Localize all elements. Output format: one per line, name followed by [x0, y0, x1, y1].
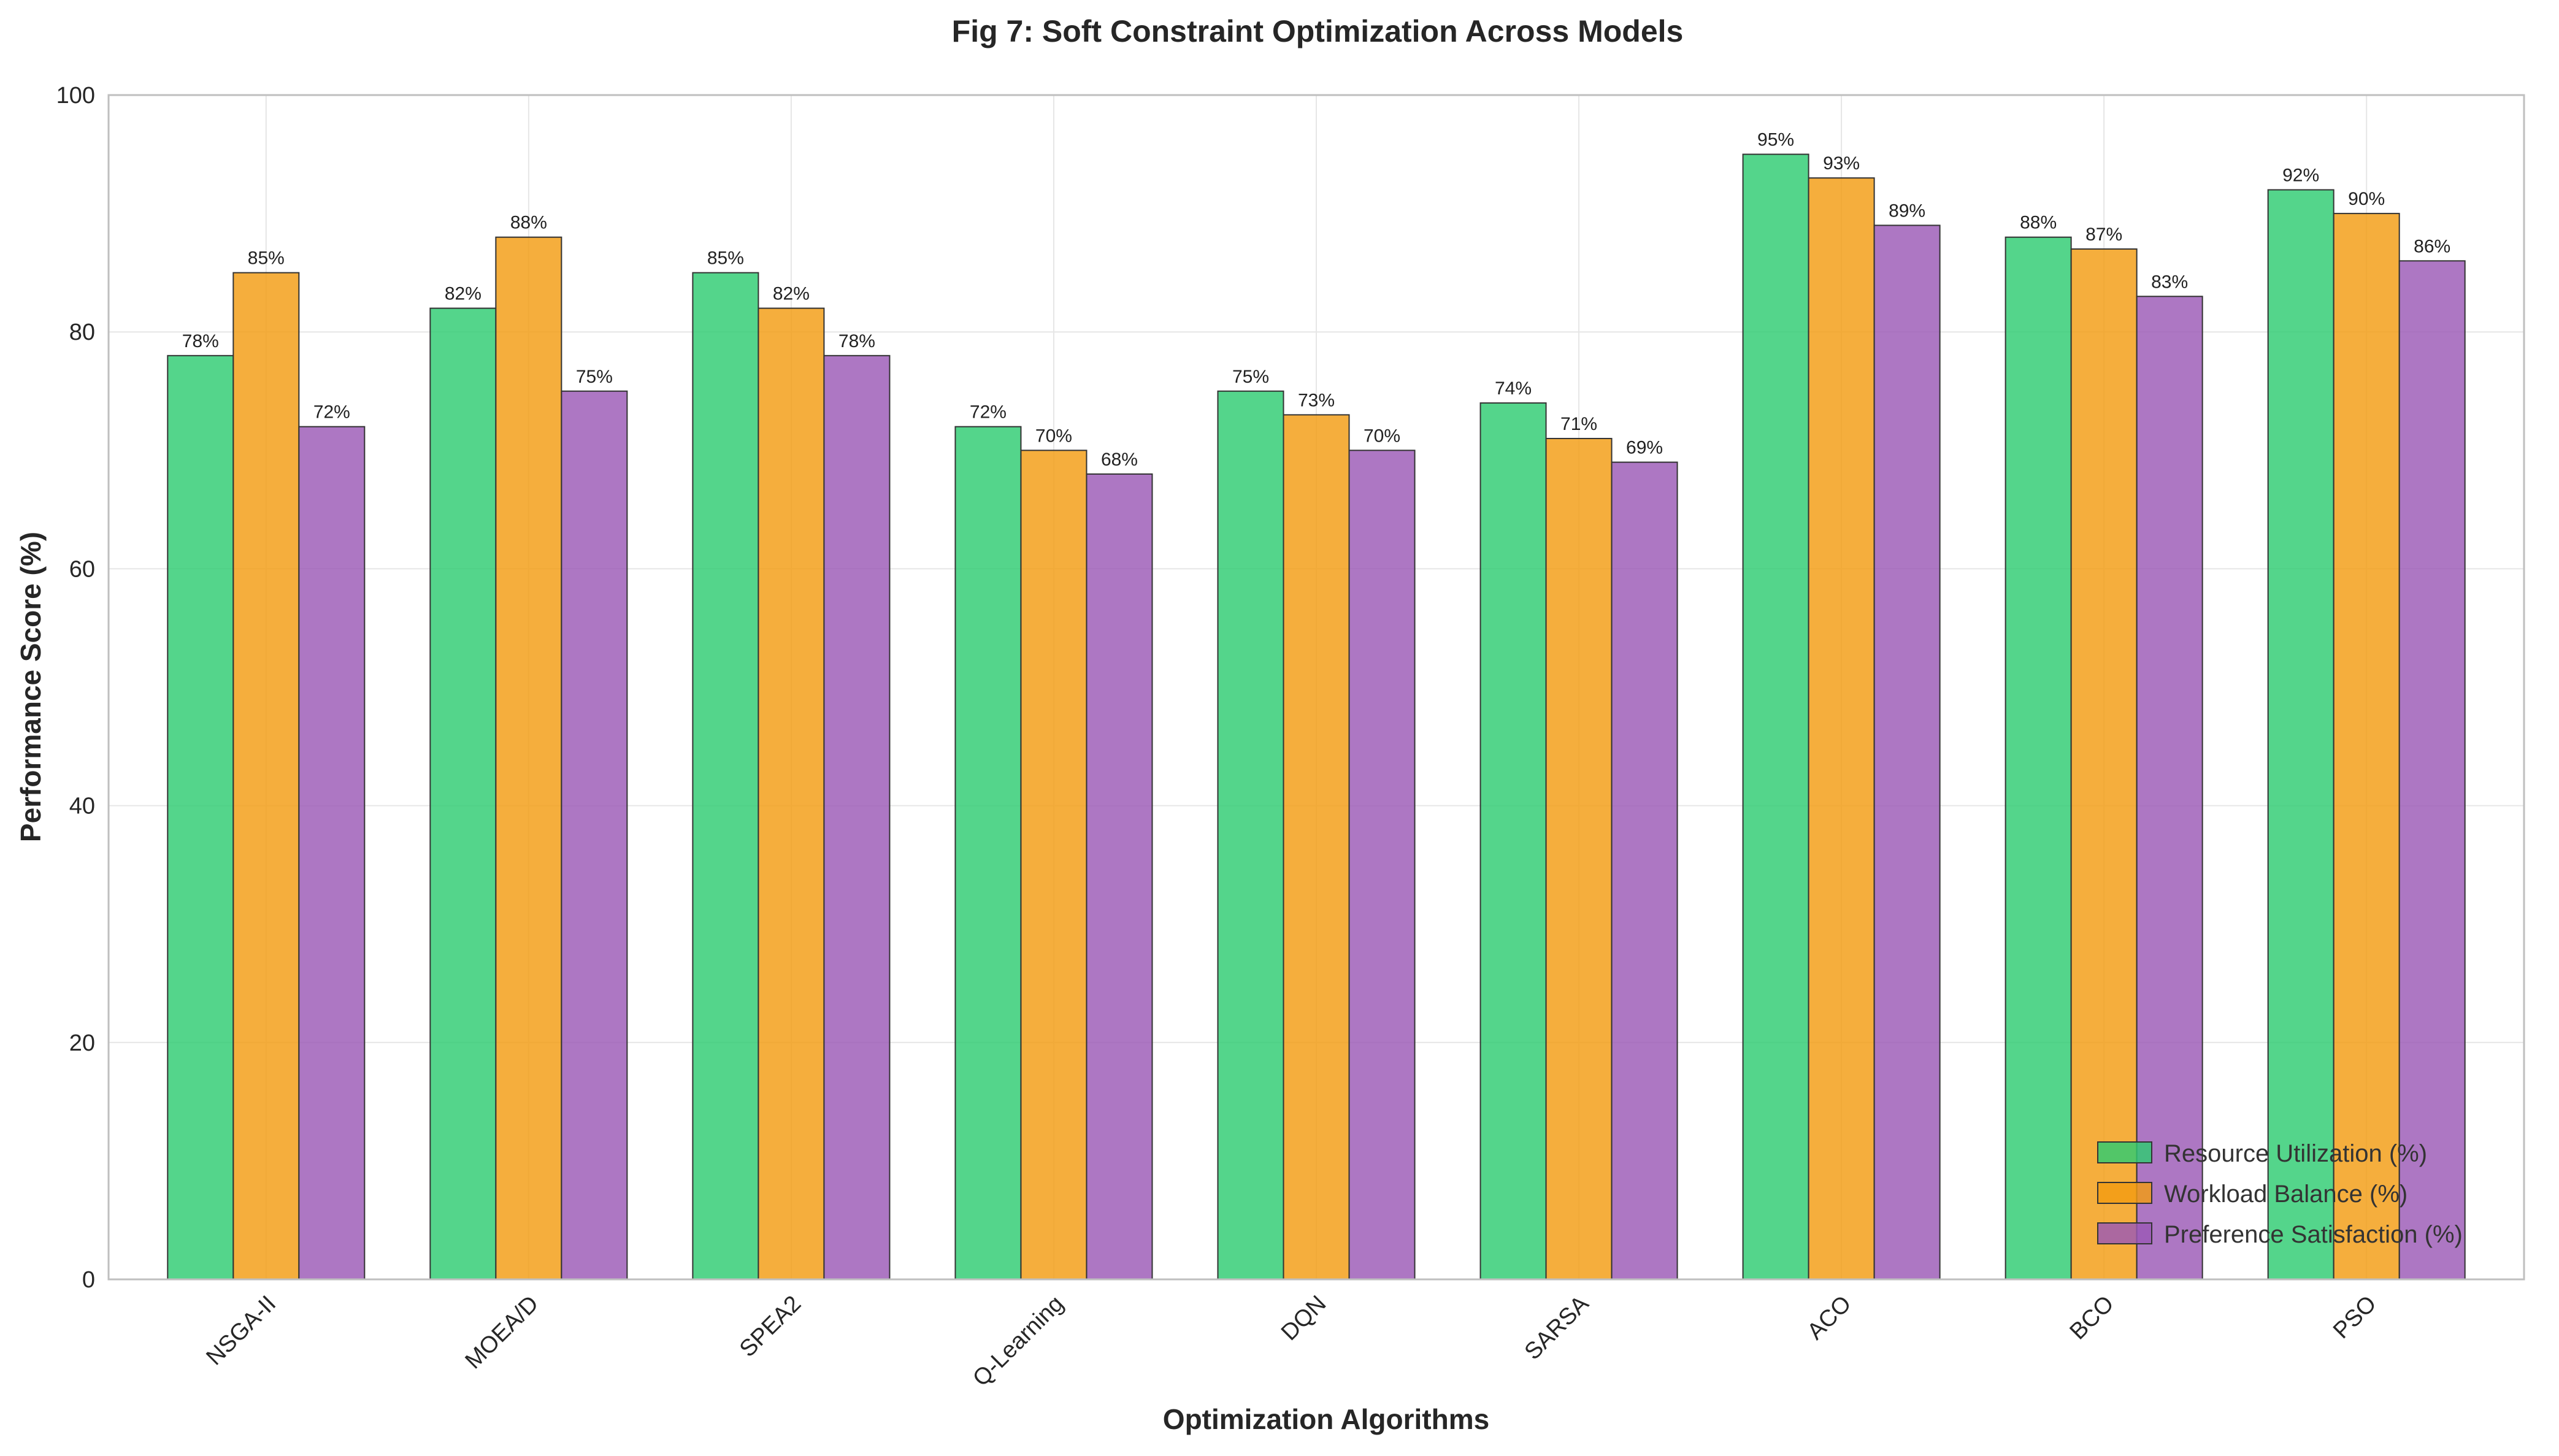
data-label: 78% [838, 331, 875, 351]
data-label: 71% [1560, 414, 1597, 434]
data-label: 82% [773, 284, 810, 304]
bar [561, 390, 628, 1280]
y-tick-label: 100 [56, 83, 95, 109]
bar [823, 354, 891, 1281]
legend-swatch [2097, 1222, 2152, 1244]
bar [954, 426, 1022, 1280]
bar [1545, 437, 1613, 1280]
bar [2070, 248, 2138, 1280]
data-label: 75% [1232, 367, 1269, 387]
x-axis-label: Optimization Algorithms [1163, 1403, 1489, 1435]
bar [1283, 414, 1350, 1280]
legend: Resource Utilization (%) Workload Balance… [2097, 1140, 2463, 1248]
data-label: 78% [182, 331, 219, 351]
data-label: 93% [1823, 153, 1860, 174]
bar [2136, 296, 2203, 1280]
data-label: 82% [445, 284, 481, 304]
data-label: 70% [1035, 426, 1072, 446]
bar [298, 426, 366, 1280]
bar [2267, 189, 2335, 1281]
legend-label: Preference Satisfaction (%) [2164, 1221, 2463, 1248]
y-tick-label: 60 [69, 556, 95, 582]
bar [692, 272, 759, 1280]
data-label: 85% [707, 248, 744, 269]
data-label: 85% [248, 248, 285, 269]
data-label: 72% [970, 402, 1007, 423]
bar [2398, 260, 2466, 1281]
bar [758, 307, 825, 1281]
legend-label: Workload Balance (%) [2164, 1181, 2407, 1208]
data-label: 69% [1626, 438, 1663, 458]
bar [495, 236, 562, 1281]
chart-title: Fig 7: Soft Constraint Optimization Acro… [952, 14, 1684, 48]
bar [1348, 450, 1416, 1280]
data-label: 87% [2085, 224, 2122, 245]
data-label: 90% [2348, 189, 2385, 209]
data-label: 75% [576, 367, 613, 387]
y-tick-label: 40 [69, 794, 95, 819]
bar [1020, 450, 1088, 1280]
bar [2333, 213, 2400, 1281]
bar [1086, 473, 1153, 1280]
bar [232, 272, 300, 1280]
bars [167, 153, 2466, 1281]
plot-frame [107, 94, 2525, 1281]
y-tick-label: 20 [69, 1030, 95, 1056]
legend-label: Resource Utilization (%) [2164, 1140, 2427, 1167]
y-tick-label: 80 [69, 320, 95, 345]
data-label: 83% [2151, 272, 2188, 292]
data-label: 89% [1889, 201, 1925, 221]
bar [1217, 390, 1284, 1280]
data-label: 70% [1364, 426, 1400, 446]
bar [1873, 224, 1941, 1280]
data-label: 88% [510, 213, 547, 233]
legend-swatch [2097, 1182, 2152, 1204]
bar [429, 307, 497, 1281]
bar [1742, 153, 1809, 1280]
y-axis-label: Performance Score (%) [15, 532, 47, 842]
data-label: 88% [2020, 213, 2057, 233]
bar [2005, 236, 2072, 1281]
data-label: 92% [2282, 165, 2319, 185]
bar [1611, 461, 1678, 1280]
bar [1808, 177, 1875, 1280]
bar [1479, 402, 1547, 1280]
data-labels: 78% 82% 85% 72% 75% 74% 95% 88% 92% 85% 88% 82% 70% 7… [182, 130, 2450, 470]
data-label: 72% [313, 402, 350, 423]
data-label: 74% [1495, 378, 1532, 399]
y-tick-label: 0 [82, 1267, 95, 1293]
data-label: 73% [1298, 390, 1335, 410]
data-label: 95% [1757, 130, 1794, 150]
legend-swatch [2097, 1141, 2152, 1163]
bar [167, 354, 234, 1281]
data-label: 68% [1101, 450, 1138, 470]
data-label: 86% [2414, 236, 2450, 256]
